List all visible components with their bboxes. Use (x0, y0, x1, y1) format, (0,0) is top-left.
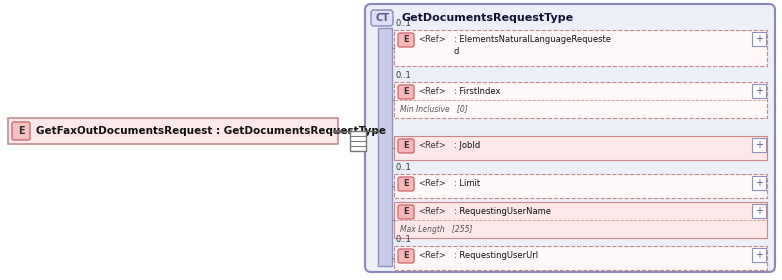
FancyBboxPatch shape (371, 10, 393, 26)
FancyBboxPatch shape (398, 85, 414, 99)
Text: : RequestingUserUrl: : RequestingUserUrl (454, 251, 538, 260)
Text: : RequestingUserName: : RequestingUserName (454, 207, 551, 216)
Text: E: E (404, 251, 409, 260)
Text: CT: CT (375, 13, 389, 23)
Text: E: E (18, 126, 24, 136)
Text: E: E (404, 141, 409, 151)
Bar (752, 176, 766, 190)
FancyBboxPatch shape (365, 4, 775, 272)
Text: 0..1: 0..1 (396, 19, 412, 28)
Text: GetDocumentsRequestType: GetDocumentsRequestType (401, 13, 573, 23)
FancyBboxPatch shape (398, 249, 414, 263)
Text: <Ref>: <Ref> (418, 87, 446, 97)
Text: <Ref>: <Ref> (418, 141, 446, 151)
Bar (394, 136, 767, 160)
Text: +: + (755, 34, 763, 44)
Bar (752, 138, 766, 152)
Bar (394, 30, 767, 66)
Text: <Ref>: <Ref> (418, 36, 446, 45)
Text: : FirstIndex: : FirstIndex (454, 87, 500, 97)
Text: E: E (404, 36, 409, 45)
Text: +: + (755, 86, 763, 96)
Bar (394, 246, 767, 270)
Text: E: E (404, 179, 409, 188)
Bar (752, 32, 766, 46)
Text: : JobId: : JobId (454, 141, 480, 151)
Text: 0..1: 0..1 (396, 235, 412, 244)
Text: 0..1: 0..1 (396, 71, 412, 80)
Text: +: + (755, 206, 763, 216)
Text: Min Inclusive   [0]: Min Inclusive [0] (400, 104, 468, 113)
Bar (378, 28, 392, 266)
Text: : Limit: : Limit (454, 179, 480, 188)
Bar (752, 204, 766, 218)
Text: E: E (404, 87, 409, 97)
Bar (394, 82, 767, 118)
Text: Max Length   [255]: Max Length [255] (400, 225, 472, 234)
Text: 0..1: 0..1 (396, 163, 412, 172)
FancyBboxPatch shape (398, 177, 414, 191)
Text: : ElementsNaturalLanguageRequeste: : ElementsNaturalLanguageRequeste (454, 36, 611, 45)
Text: <Ref>: <Ref> (418, 251, 446, 260)
Text: +: + (755, 250, 763, 260)
Bar (394, 202, 767, 238)
Text: E: E (404, 207, 409, 216)
Text: GetFaxOutDocumentsRequest : GetDocumentsRequestType: GetFaxOutDocumentsRequest : GetDocuments… (36, 126, 386, 136)
FancyBboxPatch shape (12, 122, 30, 140)
Text: +: + (755, 140, 763, 150)
Bar (752, 248, 766, 262)
Bar (350, 131, 366, 151)
Text: <Ref>: <Ref> (418, 179, 446, 188)
Bar (8, 118, 338, 144)
FancyBboxPatch shape (398, 139, 414, 153)
FancyBboxPatch shape (398, 33, 414, 47)
Text: +: + (755, 178, 763, 188)
Bar (752, 84, 766, 98)
FancyBboxPatch shape (398, 205, 414, 219)
Text: <Ref>: <Ref> (418, 207, 446, 216)
Bar (394, 174, 767, 198)
Text: d: d (454, 46, 459, 55)
